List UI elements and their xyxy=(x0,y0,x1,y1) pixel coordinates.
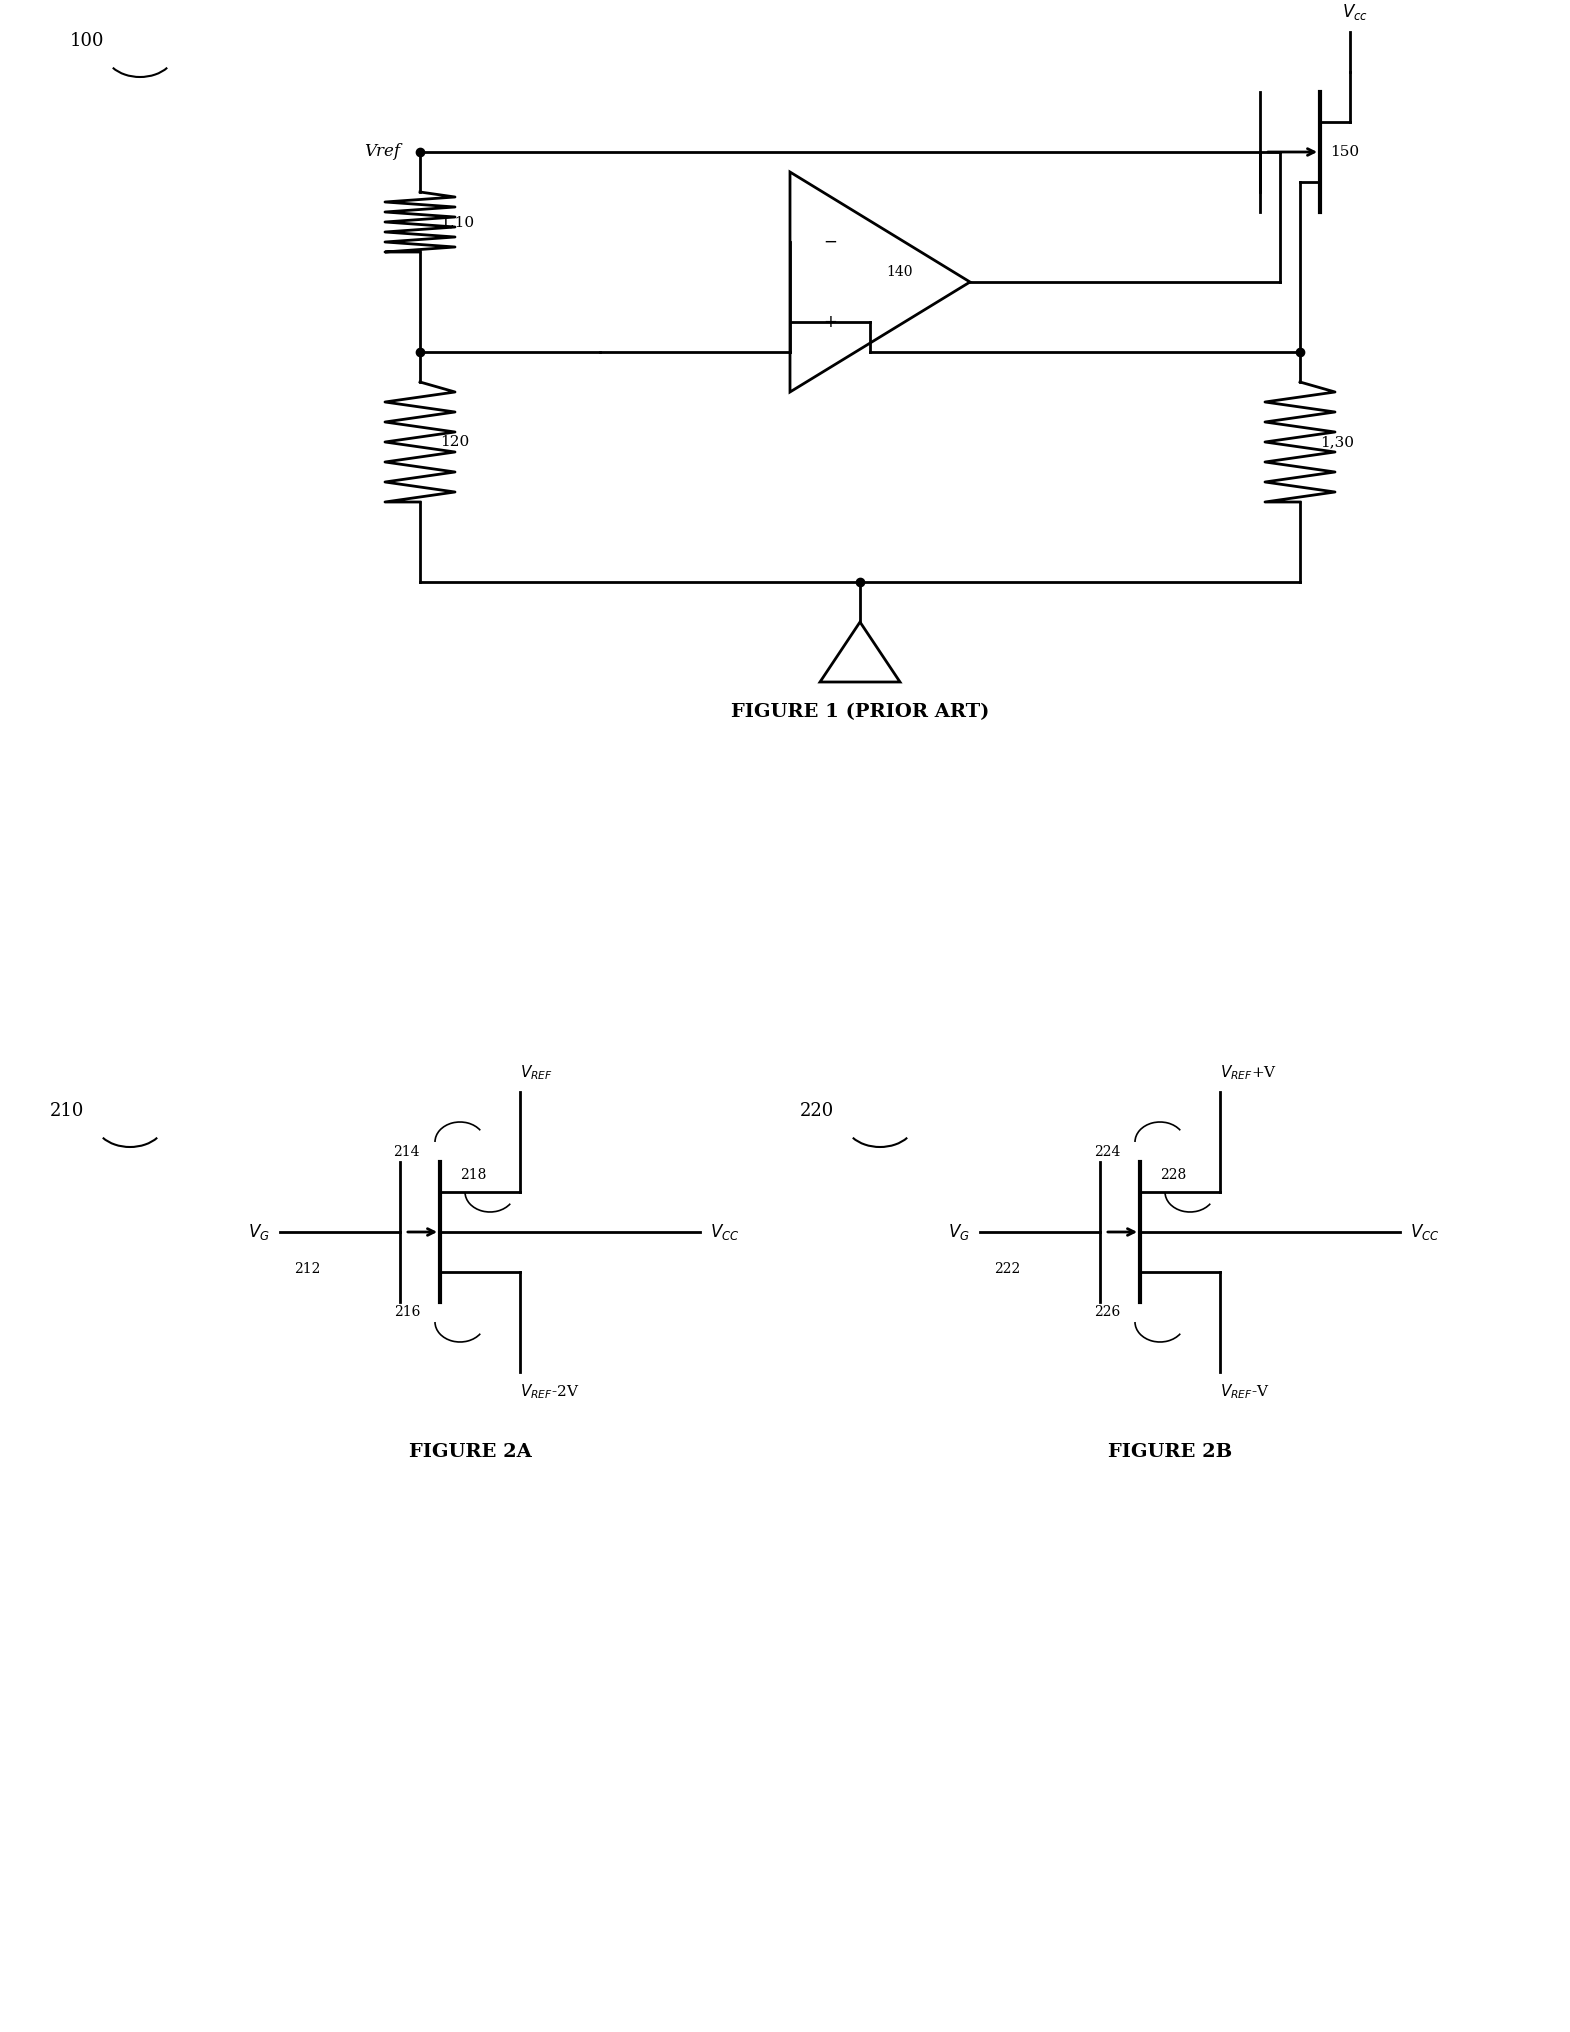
Text: −: − xyxy=(823,234,837,252)
Text: Vref: Vref xyxy=(364,144,400,161)
Text: 216: 216 xyxy=(394,1305,421,1319)
Text: $V_{REF}$-V: $V_{REF}$-V xyxy=(1220,1382,1270,1400)
Text: 120: 120 xyxy=(440,435,469,449)
Text: 1,30: 1,30 xyxy=(1320,435,1353,449)
Text: $V_{CC}$: $V_{CC}$ xyxy=(1410,1221,1440,1242)
Text: FIGURE 1 (PRIOR ART): FIGURE 1 (PRIOR ART) xyxy=(730,703,989,721)
Text: 150: 150 xyxy=(1330,144,1360,158)
Text: $V_{cc}$: $V_{cc}$ xyxy=(1342,2,1367,22)
Text: 218: 218 xyxy=(460,1168,487,1183)
Text: $V_{REF}$: $V_{REF}$ xyxy=(520,1063,553,1081)
Text: 220: 220 xyxy=(801,1101,834,1120)
Text: $V_G$: $V_G$ xyxy=(948,1221,970,1242)
Text: +: + xyxy=(823,313,837,331)
Text: FIGURE 2B: FIGURE 2B xyxy=(1108,1443,1232,1461)
Text: $V_G$: $V_G$ xyxy=(248,1221,270,1242)
Text: 212: 212 xyxy=(294,1262,320,1276)
Text: $V_{CC}$: $V_{CC}$ xyxy=(710,1221,739,1242)
Text: FIGURE 2A: FIGURE 2A xyxy=(408,1443,531,1461)
Text: 214: 214 xyxy=(394,1144,421,1158)
Text: 228: 228 xyxy=(1160,1168,1187,1183)
Text: 210: 210 xyxy=(50,1101,85,1120)
Text: 1,10: 1,10 xyxy=(440,215,474,230)
Text: 226: 226 xyxy=(1094,1305,1119,1319)
Text: 140: 140 xyxy=(887,264,914,278)
Text: 222: 222 xyxy=(994,1262,1021,1276)
Text: 224: 224 xyxy=(1094,1144,1119,1158)
Text: 100: 100 xyxy=(71,33,105,51)
Text: $V_{REF}$+V: $V_{REF}$+V xyxy=(1220,1063,1278,1081)
Text: $V_{REF}$-2V: $V_{REF}$-2V xyxy=(520,1382,579,1400)
